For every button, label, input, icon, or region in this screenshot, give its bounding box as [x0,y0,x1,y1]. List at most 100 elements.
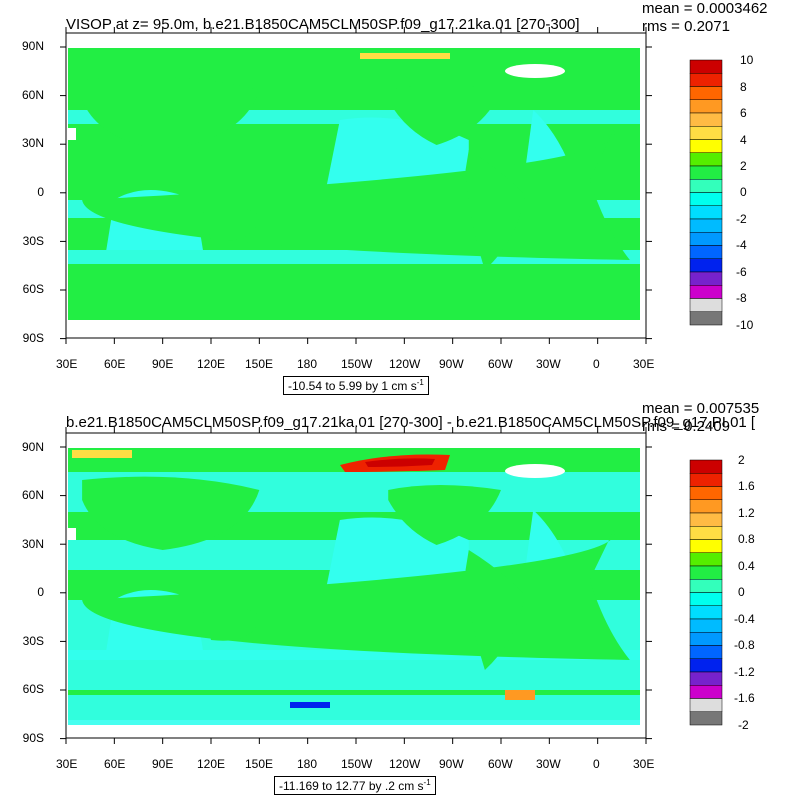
colorbar-swatch [689,112,723,127]
lon-label: 180 [297,357,318,371]
panel-1-range-text: -10.54 to 5.99 by 1 cm s [288,379,417,393]
colorbar-label: 0 [738,585,745,599]
anomaly-blue [290,702,330,708]
colorbar-swatch [689,671,723,686]
lon-label: 150W [341,357,373,371]
colorbar-swatch [689,565,723,580]
colorbar-label: 2 [738,453,745,467]
panel-2-rms: rms = 0.2409 [642,418,730,435]
colorbar-label: -0.8 [734,638,755,652]
pacific-region [323,517,469,608]
lat-label: 90N [21,440,44,454]
lat-label: 30N [21,537,44,551]
colorbar-label: 0.8 [738,532,755,546]
panel-1-title: VISOP at z= 95.0m, b.e21.B1850CAM5CLM50S… [66,16,580,33]
colorbar-swatch [689,271,723,286]
lon-label: 90W [439,357,464,371]
colorbar-label: 0.4 [738,559,755,573]
north-america-landmass [388,85,501,145]
colorbar-swatch [689,73,723,87]
anomaly-yellow [72,450,132,458]
colorbar-label: 6 [740,106,747,120]
panel-1-range-unit-exponent: -1 [416,378,424,387]
colorbar-swatch [689,311,723,326]
atlantic-region [517,110,582,240]
south-america-landmass [465,150,526,270]
colorbar-swatch [689,245,723,259]
ice-sheet [505,464,565,478]
colorbar-swatch [689,179,723,193]
colorbar-swatch [689,473,723,487]
colorbar-label: -1.6 [734,691,755,705]
colorbar-swatch [689,552,723,567]
pacific-region [323,117,469,208]
colorbar-swatch [689,499,723,514]
colorbar-swatch [689,99,723,114]
colorbar-swatch [689,698,723,712]
cyan-band [68,110,640,124]
map-field [68,448,640,720]
panel-1-range-box: -10.54 to 5.99 by 1 cm s-1 [283,376,429,395]
lon-label: 30E [633,757,655,771]
lat-label: 60N [21,88,44,102]
colorbar-label: 10 [740,53,754,67]
colorbar-swatch [689,192,723,206]
colorbar-label: -6 [736,265,747,279]
lat-label: 30S [22,634,44,648]
colorbar-label: -2 [738,718,749,732]
colorbar-swatch [689,218,723,233]
colorbar-swatch [689,59,723,74]
eurasia-landmass [82,476,260,550]
eurasia-landmass [82,76,260,150]
africa-landmass [82,130,630,260]
missing-data-patch [68,128,76,140]
lon-label: 150E [245,357,274,371]
colorbar-swatch [689,152,723,167]
colorbar-swatch [689,86,723,100]
lat-label: 90N [21,39,44,53]
lon-label: 120W [389,357,421,371]
lon-label: 30E [56,357,78,371]
lon-label: 0 [593,357,600,371]
plot-frame [65,432,647,739]
anomaly-yellow [360,53,450,59]
indian-ocean-region [106,190,203,250]
atlantic-region [517,510,582,640]
anomaly-dark-red [365,458,435,467]
colorbar-swatch [689,139,723,153]
colorbar-label: -0.4 [734,612,755,626]
colorbar-label: -10 [736,318,754,332]
lat-label: 60N [21,488,44,502]
colorbar-swatch [689,658,723,673]
missing-data-patch [68,528,76,540]
lon-label: 30E [56,757,78,771]
cyan-band [68,540,640,570]
colorbar-swatch [689,526,723,540]
lat-label: 30N [21,136,44,150]
north-america-landmass [388,485,501,545]
colorbar-swatch [689,232,723,246]
lat-label: 60S [22,282,44,296]
colorbar-swatch [689,126,723,140]
colorbar-label: -1.2 [734,665,755,679]
lon-label: 90E [152,757,174,771]
lon-label: 90E [152,357,174,371]
cyan-band [68,200,640,218]
colorbar-label: 2 [740,159,747,173]
panel-1-rms: rms = 0.2071 [642,18,730,35]
panel-1-mean: mean = 0.0003462 [642,0,768,17]
colorbar-label: 4 [740,133,747,147]
anomaly-orange [505,690,535,700]
lon-label: 60W [488,357,513,371]
cyan-band [68,650,640,690]
south-america-landmass [465,550,526,670]
colorbar-label: 1.6 [738,479,755,493]
panel-2-title: b.e21.B1850CAM5CLM50SP.f09_g17.21ka.01 [… [66,414,756,431]
colorbar-swatch [689,579,723,593]
indian-ocean-region [106,590,203,650]
colorbar-swatch [689,298,723,312]
lon-label: 150W [341,757,373,771]
lon-label: 90W [439,757,464,771]
colorbar-label: -2 [736,212,747,226]
colorbar-swatch [689,711,723,726]
